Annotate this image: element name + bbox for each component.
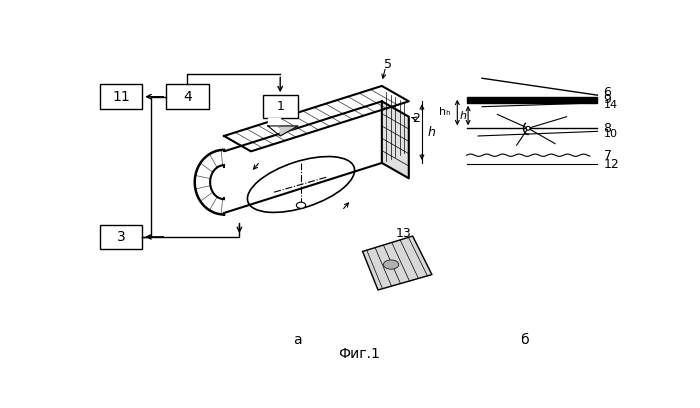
Polygon shape [268,118,280,126]
Text: 12: 12 [603,158,620,171]
Text: 7: 7 [603,149,612,162]
Polygon shape [363,236,432,290]
Polygon shape [224,101,382,213]
Text: 2: 2 [412,112,421,125]
Bar [262,95,298,118]
Bar [100,224,142,249]
Text: 1: 1 [276,100,284,113]
Text: 14: 14 [603,100,617,110]
Text: 6: 6 [603,86,612,99]
Text: 9: 9 [603,93,612,106]
Polygon shape [466,97,598,103]
Polygon shape [382,101,409,178]
Text: 3: 3 [117,230,125,244]
Text: 10: 10 [603,129,617,140]
Text: h: h [459,111,466,121]
Text: а: а [293,333,302,347]
Polygon shape [280,126,298,136]
Text: 4: 4 [183,90,192,104]
Text: 11: 11 [112,90,130,104]
Bar [167,84,209,109]
Ellipse shape [296,202,306,208]
Text: Фиг.1: Фиг.1 [338,347,379,361]
Text: б: б [520,333,528,347]
Text: 5: 5 [384,58,392,71]
Circle shape [526,126,530,130]
Ellipse shape [384,260,399,269]
Text: hₕ: hₕ [439,107,450,118]
Text: h: h [428,126,436,139]
Bar [100,84,142,109]
Text: 13: 13 [395,227,412,240]
Polygon shape [195,150,224,215]
Polygon shape [224,86,409,151]
Text: 8: 8 [603,122,612,135]
